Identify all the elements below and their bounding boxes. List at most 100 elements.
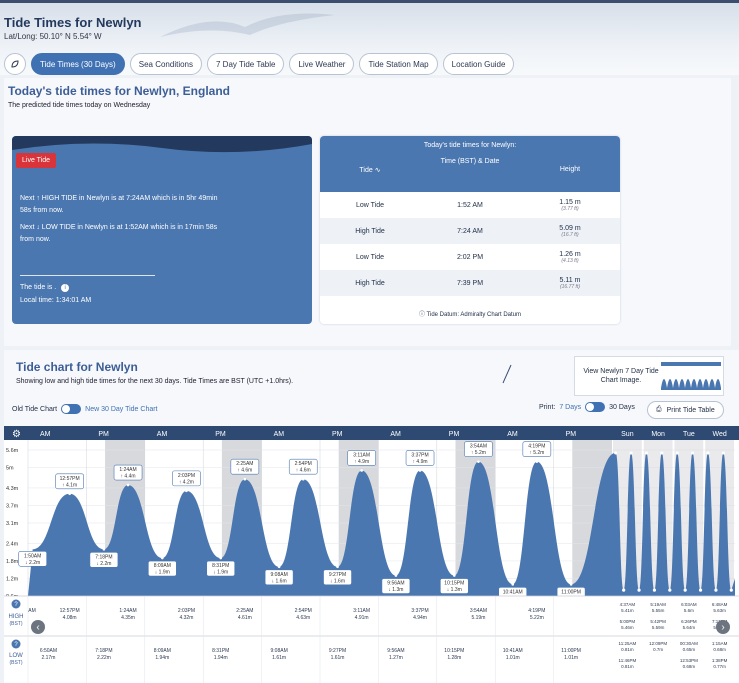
chart-thumbnail-icon <box>661 362 721 390</box>
high-label-box <box>113 464 143 481</box>
cell-time: 1:52 AM <box>457 201 483 209</box>
high-marker <box>243 477 247 481</box>
day-label: Wed <box>712 431 726 438</box>
high-marker <box>660 451 664 455</box>
low-cell-time: 00:30AM <box>680 641 698 646</box>
tab-tide-station-map[interactable]: Tide Station Map <box>359 53 438 75</box>
high-cell-height: 4.91m <box>355 615 369 621</box>
low-cell-height: 0.68m <box>713 647 726 652</box>
tide-table-area <box>4 596 739 683</box>
high-cell-height: 4.94m <box>413 615 427 621</box>
tab-7-day-tide-table[interactable]: 7 Day Tide Table <box>207 53 285 75</box>
chevron-right-icon: › <box>721 622 724 633</box>
back-button[interactable] <box>4 53 26 75</box>
chart-version-switch[interactable] <box>61 404 82 414</box>
tab-tide-times[interactable]: Tide Times (30 Days) <box>31 53 125 75</box>
y-tick-label: 1.2m <box>6 576 19 582</box>
high-cell-time: 3:11AM <box>353 608 370 614</box>
high-cell-height: 4.08m <box>63 615 77 621</box>
print-tide-table-button[interactable]: ⎙ Print Tide Table <box>647 401 724 419</box>
low-cell-height: 0.65m <box>683 647 696 652</box>
y-tick-label: 3.1m <box>6 521 19 527</box>
print-7-days[interactable]: 7 Days <box>559 403 582 411</box>
high-cell-height: 5.22m <box>530 615 544 621</box>
chart-image-link[interactable]: View Newlyn 7 Day Tide Chart Image. <box>574 356 724 396</box>
high-label-time: 1:24AM <box>119 467 136 473</box>
scroll-right-button[interactable] <box>716 620 730 634</box>
low-cell-height: 0.68m <box>683 664 696 669</box>
table-row: High Tide 7:39 PM 5.11 m (16.77 ft) <box>320 270 620 296</box>
cell-time: 7:24 AM <box>457 227 483 235</box>
chart-version-toggle: Old Tide Chart New 30 Day Tide Chart <box>12 404 158 414</box>
high-cell-height: 4.61m <box>238 615 252 621</box>
divider <box>20 275 155 276</box>
printer-icon: ⎙ <box>656 406 662 413</box>
low-cell-time: 10:15PM <box>444 648 464 654</box>
low-label-time: 11:00PM <box>561 589 581 595</box>
high-cell-height: 5.19m <box>471 615 485 621</box>
low-cell-time: 8:09AM <box>154 648 171 654</box>
day-label: Mon <box>651 431 665 438</box>
low-marker <box>277 565 281 569</box>
low-cell-time: 1:15AM <box>712 641 728 646</box>
high-label-time: 3:37PM <box>411 452 428 458</box>
high-label-time: 2:54PM <box>295 461 312 467</box>
high-row-label: HIGH <box>9 614 24 620</box>
high-cell-height: 5.46m <box>621 625 634 630</box>
seagull-illustration <box>160 13 335 37</box>
high-cell-height: 5.55m <box>652 608 665 613</box>
low-label-time: 1:50AM <box>24 553 41 559</box>
table-row: Low Tide 2:02 PM 1.26 m (4.13 ft) <box>320 244 620 270</box>
high-marker <box>360 469 363 472</box>
live-tide-card: Live Tide Next ↑ HIGH TIDE in Newlyn is … <box>12 136 312 324</box>
tab-location-guide[interactable]: Location Guide <box>442 53 515 75</box>
today-heading: Today's tide times for Newlyn, England <box>8 84 230 98</box>
tide-is-row: The tide is . i <box>20 282 220 294</box>
low-info-icon[interactable] <box>11 639 21 649</box>
high-info-icon[interactable] <box>11 599 21 609</box>
next-high-text: Next ↑ HIGH TIDE in Newlyn is at 7:24AM … <box>20 195 218 214</box>
period-label: PM <box>215 431 226 438</box>
high-cell-time: 6:26PM <box>681 619 697 624</box>
low-label-height: ↓ 1.9m <box>213 570 228 576</box>
chart-section: Tide chart for Newlyn Showing low and hi… <box>4 350 739 683</box>
wave-icon: ∿ <box>374 167 381 174</box>
high-label-box <box>405 450 435 466</box>
low-cell-time: 11:00PM <box>561 648 581 654</box>
tab-live-weather[interactable]: Live Weather <box>289 53 355 75</box>
low-label-box <box>89 551 119 568</box>
info-icon[interactable]: i <box>61 284 70 292</box>
y-tick-label: 5m <box>6 466 14 472</box>
scroll-left-button[interactable] <box>31 620 45 634</box>
tab-sea-conditions[interactable]: Sea Conditions <box>129 53 202 75</box>
low-label-box <box>148 560 177 577</box>
low-marker <box>336 565 339 569</box>
cell-height: 1.26 m (4.13 ft) <box>559 250 581 264</box>
high-cell-time: 6:48AM <box>712 602 728 607</box>
table-row: High Tide 7:24 AM 5.09 m (16.7 ft) <box>320 218 620 244</box>
table-header: Today's tide times for Newlyn: Tide ∿ Ti… <box>320 136 620 192</box>
high-label-box <box>288 458 318 475</box>
low-cell-height: 1.27m <box>389 655 403 661</box>
high-marker <box>644 451 649 455</box>
info-icon[interactable]: ⓘ <box>418 312 425 318</box>
high-label-time: 12:57PM <box>60 476 80 482</box>
high-cell-time: 4:37AM <box>620 602 636 607</box>
high-marker <box>690 451 695 455</box>
low-marker <box>219 556 223 560</box>
low-cell-time: 11:46PM <box>619 658 637 663</box>
chevron-left-icon: ‹ <box>36 622 39 633</box>
high-marker <box>706 451 710 455</box>
chart-period-bar <box>4 426 739 440</box>
cell-height: 5.09 m (16.7 ft) <box>559 224 581 238</box>
col-height: Height <box>559 166 581 173</box>
print-30-days[interactable]: 30 Days <box>609 403 635 411</box>
settings-icon[interactable]: ⚙ <box>12 429 21 440</box>
tide-chart: ⚙5.6m5m4.3m3.7m3.1m2.4m1.8m1.2m0.6mAMPMA… <box>4 426 739 683</box>
high-cell-height: 5.41m <box>621 608 634 613</box>
print-range-switch[interactable] <box>585 402 606 412</box>
low-cell-height: 1.28m <box>447 655 461 661</box>
high-cell-time: 2:54PM <box>295 608 312 614</box>
low-cell-time: 11:25AM <box>619 641 637 646</box>
period-label: PM <box>332 431 343 438</box>
